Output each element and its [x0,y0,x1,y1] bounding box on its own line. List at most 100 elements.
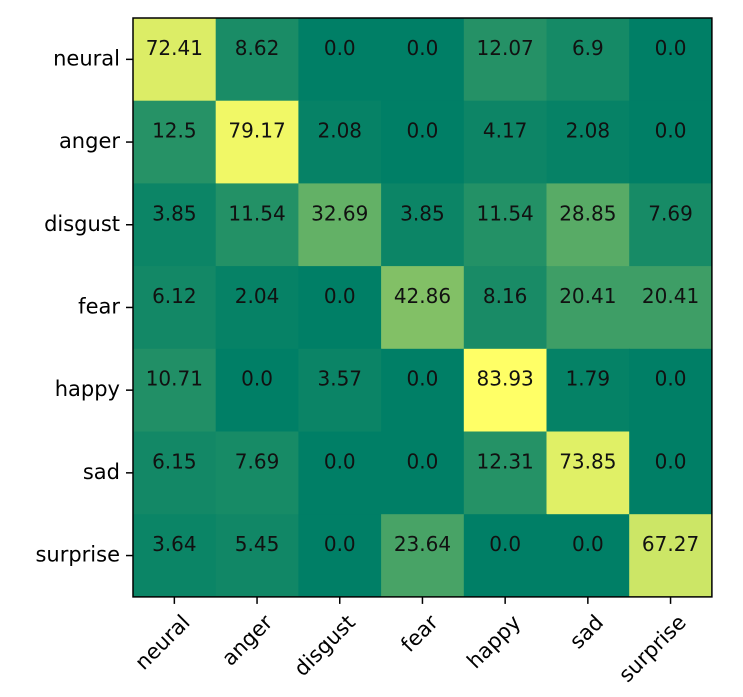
heatmap-cell [629,266,713,350]
heatmap-cell [546,514,630,598]
heatmap-cell-value: 83.93 [477,367,534,391]
heatmap-cell-value: 42.86 [394,284,451,308]
heatmap-cell-value: 5.45 [235,532,280,556]
x-tick-label: fear [396,610,443,657]
heatmap-cell [381,266,465,350]
heatmap-cells [133,18,713,598]
heatmap-cell-value: 6.12 [152,284,197,308]
heatmap-cell-value: 3.85 [152,201,197,225]
heatmap-cell-value: 1.79 [566,367,611,391]
heatmap-cell [381,514,465,598]
heatmap-cell [133,100,217,184]
x-tick-label: disgust [289,610,360,681]
y-tick-label: fear [78,294,120,318]
heatmap-cell [215,431,299,515]
heatmap-cell [298,18,382,102]
heatmap-cell-value: 7.69 [235,449,280,473]
heatmap-cell-value: 12.5 [152,119,197,143]
y-tick-label: sad [83,460,120,484]
x-axis: neural anger disgust fear happy sad surprise [130,596,691,687]
heatmap-cell-value: 0.0 [407,119,439,143]
heatmap-cell-value: 0.0 [324,36,356,60]
x-tick-label: happy [462,610,525,673]
heatmap-cell [215,183,299,267]
heatmap-cell-value: 20.41 [559,284,616,308]
heatmap-cell [298,431,382,515]
y-tick-label: happy [55,377,120,401]
heatmap-cell-value: 3.64 [152,532,197,556]
heatmap-cell-value: 0.0 [655,36,687,60]
x-tick-label: anger [217,610,277,670]
heatmap-cell [546,100,630,184]
heatmap-cell-value: 10.71 [146,367,203,391]
heatmap-cell-value: 6.9 [572,36,604,60]
heatmap-cell-value: 7.69 [648,201,693,225]
heatmap-cell-value: 0.0 [324,284,356,308]
heatmap-cell-value: 11.54 [477,201,534,225]
heatmap-cell [381,348,465,433]
x-tick-label: surprise [614,610,691,687]
heatmap-cell [298,100,382,184]
heatmap-cell [381,183,465,267]
heatmap-cell-value: 0.0 [655,367,687,391]
heatmap-cell-value: 0.0 [655,119,687,143]
heatmap-cell-value: 0.0 [407,36,439,60]
heatmap-cell [298,514,382,598]
heatmap-cell-value: 73.85 [559,449,616,473]
heatmap-cell-value: 0.0 [324,449,356,473]
heatmap-cell [215,18,299,102]
heatmap-cell [629,100,713,184]
heatmap-cell-value: 0.0 [324,532,356,556]
heatmap-cell-value: 2.08 [566,119,611,143]
heatmap-cell-value: 23.64 [394,532,451,556]
heatmap-cell [629,18,713,102]
heatmap-cell [215,514,299,598]
heatmap-cell-value: 0.0 [407,449,439,473]
heatmap-cell [463,100,548,184]
heatmap-cell-value: 79.17 [228,119,285,143]
heatmap-cell-value: 2.08 [317,119,362,143]
x-tick-label: sad [565,610,608,653]
heatmap-cell [629,348,713,433]
y-axis: neural anger disgust fear happy sad surprise [35,46,133,567]
heatmap-cell [133,266,217,350]
heatmap-cell [381,100,465,184]
heatmap-cell-value: 20.41 [642,284,699,308]
x-tick-label: neural [130,610,194,674]
heatmap-cell [546,348,630,433]
heatmap-cell [298,348,382,433]
heatmap-cell [133,18,217,102]
heatmap-cell-value: 67.27 [642,532,699,556]
heatmap-cell [629,431,713,515]
heatmap-cell [546,431,630,515]
heatmap-cell [133,514,217,598]
heatmap-cell [381,18,465,102]
heatmap-cell-value: 2.04 [235,284,280,308]
heatmap-cell-value: 3.85 [400,201,445,225]
heatmap-cell [546,18,630,102]
heatmap-cell [629,183,713,267]
heatmap-cell-value: 32.69 [311,201,368,225]
heatmap-cell [215,348,299,433]
heatmap-cell-value: 12.07 [477,36,534,60]
heatmap-cell-value: 0.0 [407,367,439,391]
heatmap-cell [215,266,299,350]
heatmap-cell [463,514,548,598]
y-tick-label: disgust [44,212,120,236]
y-tick-label: neural [53,46,120,70]
y-tick-label: anger [59,129,120,153]
heatmap-cell-value: 0.0 [241,367,273,391]
heatmap-cell-value: 0.0 [572,532,604,556]
heatmap-cell-value: 11.54 [228,201,285,225]
heatmap-cell-value: 0.0 [489,532,521,556]
heatmap-cell [133,183,217,267]
heatmap-cell-value: 8.62 [235,36,280,60]
heatmap-cell [298,183,382,267]
heatmap-cell-labels: 72.41 8.62 0.0 0.0 12.07 6.9 0.0 12.5 79.17 2.08 0… [146,36,699,556]
heatmap-cell [133,431,217,515]
heatmap-cell [133,348,217,433]
heatmap-cell-value: 4.17 [483,119,528,143]
heatmap-cell-value: 3.57 [317,367,362,391]
heatmap-cell [215,100,299,184]
heatmap-cell [463,348,548,433]
